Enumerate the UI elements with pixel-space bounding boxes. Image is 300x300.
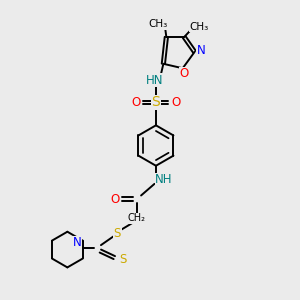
Text: O: O (180, 67, 189, 80)
Text: HN: HN (146, 74, 163, 87)
Text: S: S (152, 95, 160, 110)
Text: CH₃: CH₃ (149, 19, 168, 29)
Text: S: S (119, 254, 126, 266)
Text: S: S (114, 227, 121, 240)
Text: O: O (171, 96, 180, 109)
Text: CH₃: CH₃ (189, 22, 209, 32)
Text: CH₂: CH₂ (128, 213, 146, 224)
Text: NH: NH (155, 173, 173, 186)
Text: O: O (132, 96, 141, 109)
Text: O: O (110, 193, 119, 206)
Text: N: N (73, 236, 82, 249)
Text: N: N (197, 44, 206, 57)
